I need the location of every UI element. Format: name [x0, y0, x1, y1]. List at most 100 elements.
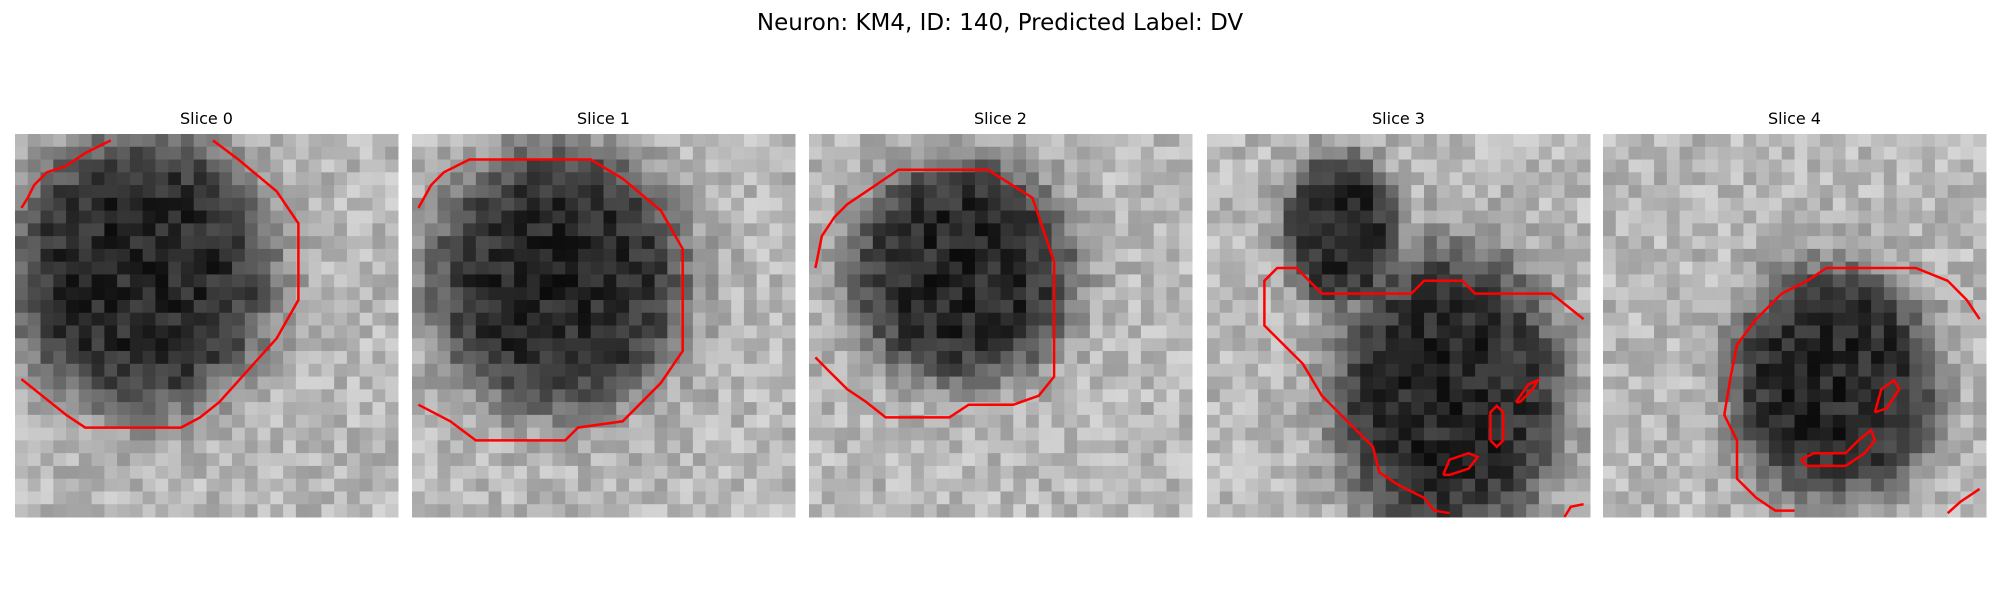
pixel	[539, 402, 553, 416]
pixel	[949, 440, 963, 454]
pixel	[731, 402, 745, 416]
pixel	[1219, 299, 1234, 314]
pixel	[1232, 325, 1246, 339]
pixel	[809, 376, 823, 390]
pixel	[782, 236, 796, 250]
pixel	[1603, 248, 1617, 263]
pixel	[1077, 146, 1091, 161]
pixel	[731, 287, 745, 301]
pixel	[117, 376, 131, 390]
pixel	[692, 338, 707, 352]
pixel	[603, 402, 617, 416]
pixel	[885, 465, 899, 480]
pixel	[1654, 236, 1668, 250]
pixel	[1603, 261, 1617, 275]
pixel	[1717, 210, 1732, 224]
pixel	[590, 338, 604, 352]
pixel	[1360, 414, 1374, 429]
pixel	[667, 312, 681, 326]
pixel	[1207, 427, 1221, 441]
pixel	[155, 453, 169, 467]
pixel	[1219, 312, 1234, 326]
pixel	[552, 185, 566, 199]
pixel	[705, 427, 719, 441]
pixel	[40, 427, 54, 441]
pixel	[1947, 223, 1961, 237]
pixel	[1102, 351, 1116, 365]
pixel	[91, 185, 105, 199]
pixel	[1398, 440, 1412, 454]
pixel	[1436, 172, 1451, 186]
pixel	[1781, 261, 1795, 275]
pixel	[1385, 504, 1399, 518]
pixel	[809, 427, 823, 441]
pixel	[321, 465, 335, 480]
pixel	[346, 299, 361, 314]
pixel	[1051, 134, 1065, 148]
pixel	[129, 197, 144, 212]
pixel	[1153, 427, 1167, 441]
pixel	[346, 287, 361, 301]
pixel	[1871, 440, 1885, 454]
pixel	[1922, 453, 1936, 467]
pixel	[53, 248, 67, 263]
pixel	[1064, 172, 1078, 186]
pixel	[1411, 363, 1425, 378]
slice-panel	[15, 134, 399, 518]
pixel	[437, 248, 451, 263]
pixel	[1013, 376, 1027, 390]
pixel	[1641, 465, 1655, 480]
pixel	[104, 248, 118, 263]
pixel	[78, 478, 93, 492]
pixel	[1628, 440, 1642, 454]
pixel	[180, 351, 195, 365]
pixel	[1000, 427, 1014, 441]
pixel	[1166, 338, 1180, 352]
pixel	[872, 223, 887, 237]
pixel	[385, 363, 399, 378]
pixel	[1064, 427, 1078, 441]
pixel	[769, 312, 783, 326]
pixel	[782, 159, 796, 173]
pixel	[616, 325, 630, 339]
pixel	[1128, 504, 1142, 518]
pixel	[232, 465, 246, 480]
pixel	[1385, 491, 1399, 505]
pixel	[526, 504, 541, 518]
pixel	[847, 210, 861, 224]
pixel	[692, 325, 707, 339]
pixel	[1449, 351, 1463, 365]
pixel	[1973, 159, 1987, 173]
pixel	[1334, 197, 1348, 212]
pixel	[1487, 338, 1502, 352]
pixel	[1871, 299, 1885, 314]
pixel	[1577, 223, 1591, 237]
pixel	[155, 504, 169, 518]
pixel	[385, 312, 399, 326]
pixel	[1064, 440, 1078, 454]
pixel	[987, 159, 1001, 173]
pixel	[91, 478, 105, 492]
pixel	[142, 287, 156, 301]
pixel	[769, 338, 783, 352]
pixel	[180, 312, 195, 326]
pixel	[1832, 414, 1847, 429]
pixel	[565, 504, 579, 518]
pixel	[501, 363, 515, 378]
pixel	[692, 299, 707, 314]
pixel	[1781, 197, 1795, 212]
pixel	[385, 274, 399, 288]
pixel	[834, 299, 848, 314]
pixel	[1654, 414, 1668, 429]
pixel	[1436, 440, 1451, 454]
pixel	[552, 453, 566, 467]
pixel	[1462, 210, 1476, 224]
pixel	[1372, 427, 1387, 441]
pixel	[232, 453, 246, 467]
pixel	[193, 427, 207, 441]
pixel	[590, 261, 604, 275]
pixel	[1500, 299, 1514, 314]
pixel	[1153, 197, 1167, 212]
pixel	[385, 351, 399, 365]
pixel	[743, 363, 758, 378]
